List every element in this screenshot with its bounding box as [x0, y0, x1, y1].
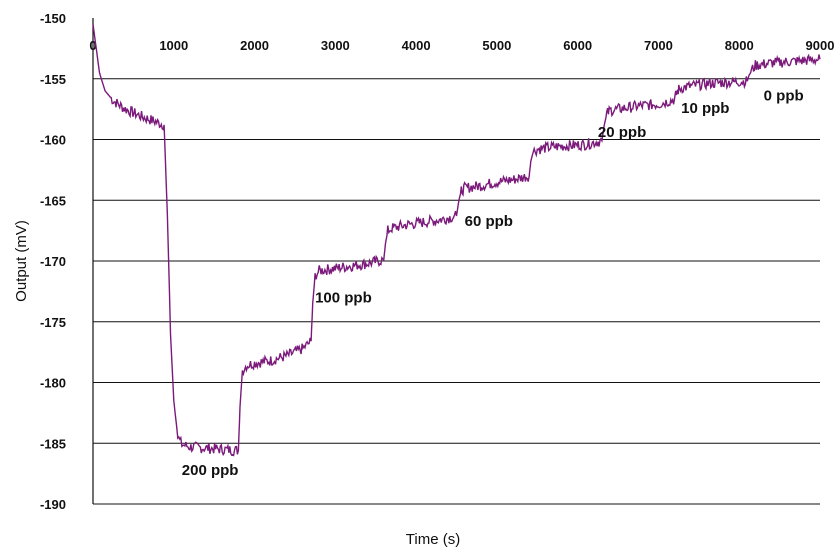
concentration-label: 20 ppb — [598, 124, 646, 141]
x-tick-label: 7000 — [644, 38, 673, 53]
y-axis-title: Output (mV) — [13, 220, 30, 302]
x-axis-title: Time (s) — [406, 531, 460, 548]
y-tick-labels: -150 -155 -160 -165 -170 -175 -180 -185 -190 — [40, 11, 66, 512]
y-tick-label: -165 — [40, 193, 66, 208]
x-tick-label: 5000 — [482, 38, 511, 53]
y-tick-label: -150 — [40, 11, 66, 26]
x-tick-label: 1000 — [159, 38, 188, 53]
concentration-label: 60 ppb — [465, 213, 513, 230]
concentration-label: 200 ppb — [182, 462, 239, 479]
y-tick-label: -155 — [40, 72, 66, 87]
x-tick-label: 9000 — [806, 38, 835, 53]
concentration-label: 10 ppb — [681, 100, 729, 117]
y-tick-label: -160 — [40, 133, 66, 148]
y-tick-label: -185 — [40, 436, 66, 451]
grid-lines — [93, 78, 820, 505]
series-line — [92, 24, 821, 457]
x-tick-label: 6000 — [563, 38, 592, 53]
y-tick-label: -175 — [40, 315, 66, 330]
y-tick-label: -190 — [40, 497, 66, 512]
annotations: 200 ppb 100 ppb 60 ppb 20 ppb 10 ppb 0 ppb — [182, 88, 804, 479]
concentration-label: 0 ppb — [764, 88, 804, 105]
x-tick-label: 2000 — [240, 38, 269, 53]
x-tick-label: 8000 — [725, 38, 754, 53]
y-tick-label: -170 — [40, 254, 66, 269]
concentration-label: 100 ppb — [315, 289, 372, 306]
y-tick-label: -180 — [40, 376, 66, 391]
x-tick-label: 4000 — [402, 38, 431, 53]
x-tick-label: 3000 — [321, 38, 350, 53]
